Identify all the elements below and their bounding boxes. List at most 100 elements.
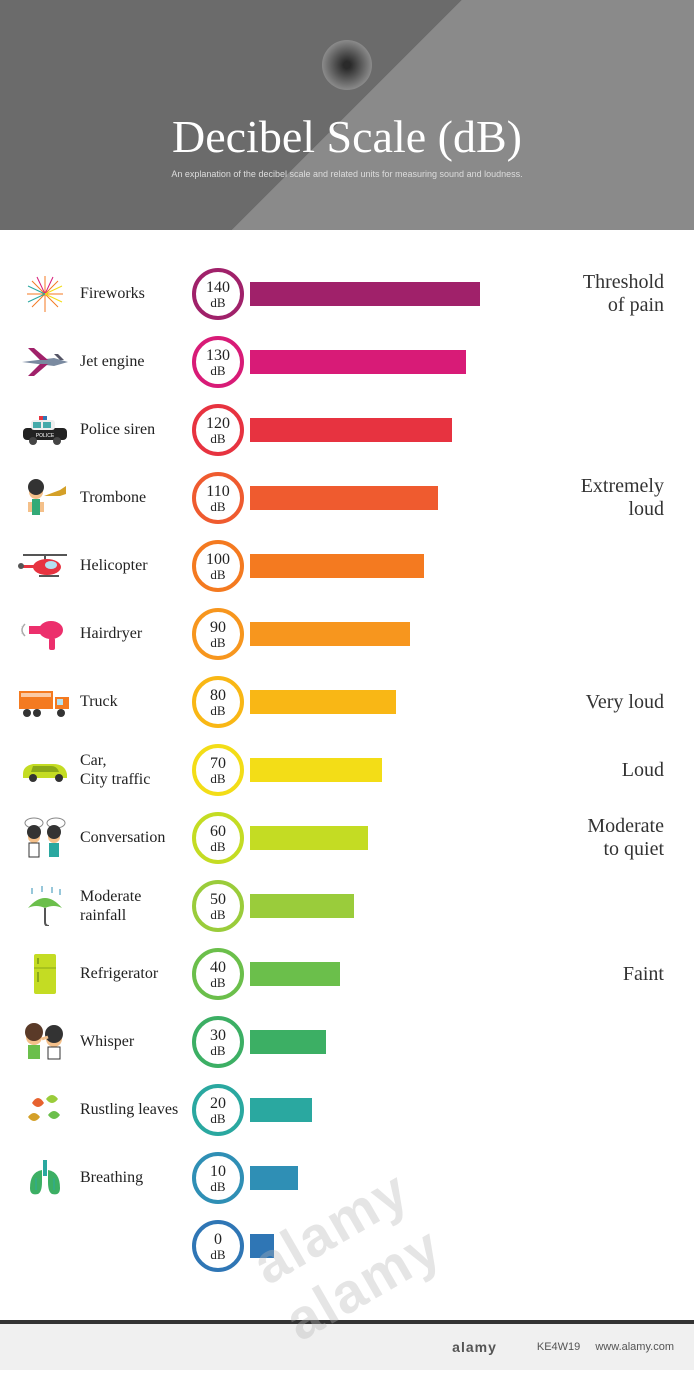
footer-code: KE4W19 [537,1341,580,1353]
truck-icon [10,677,80,727]
car-icon [10,745,80,795]
bar [250,826,368,850]
db-value: 50 [210,892,226,908]
trombone-icon [10,473,80,523]
bar-container: Moderateto quiet [246,804,674,872]
bar-container [246,1076,674,1144]
bar [250,1098,312,1122]
db-circle: 100dB [192,540,244,592]
item-label: Jet engine [80,352,190,371]
db-unit: dB [210,1180,225,1193]
db-value: 0 [214,1232,222,1248]
chart-row: Car,City traffic70dB Loud [10,736,674,804]
db-circle: 60dB [192,812,244,864]
db-value: 20 [210,1096,226,1112]
category-label: Very loud [514,691,664,714]
item-label: Whisper [80,1032,190,1051]
item-label: Refrigerator [80,964,190,983]
db-circle-container: 20dB [190,1084,246,1136]
chart-row: Jet engine130dB [10,328,674,396]
bar-container [246,396,674,464]
item-label: Breathing [80,1168,190,1187]
item-label: Helicopter [80,556,190,575]
db-circle: 110dB [192,472,244,524]
db-value: 70 [210,756,226,772]
db-circle: 90dB [192,608,244,660]
hairdryer-icon [10,609,80,659]
db-value: 60 [210,824,226,840]
db-unit: dB [210,1044,225,1057]
decibel-chart: Fireworks140dBThresholdof pain Jet engin… [0,230,694,1320]
leaves-icon [10,1085,80,1135]
db-circle-container: 60dB [190,812,246,864]
db-value: 130 [206,348,230,364]
whisper-icon [10,1017,80,1067]
category-label: Thresholdof pain [514,271,664,317]
item-label: Police siren [80,420,190,439]
db-value: 10 [210,1164,226,1180]
bar [250,418,452,442]
chart-row: Rustling leaves20dB [10,1076,674,1144]
chart-row: Moderate rainfall50dB [10,872,674,940]
bar [250,486,438,510]
db-unit: dB [210,432,225,445]
bar [250,1166,298,1190]
db-circle: 120dB [192,404,244,456]
db-unit: dB [210,568,225,581]
db-circle: 80dB [192,676,244,728]
db-circle-container: 110dB [190,472,246,524]
header-decor-circle [322,40,372,90]
bar-container: Very loud [246,668,674,736]
db-circle-container: 50dB [190,880,246,932]
bar [250,894,354,918]
db-circle-container: 100dB [190,540,246,592]
chart-row: POLICE Police siren120dB [10,396,674,464]
chart-row: Conversation60dBModerateto quiet [10,804,674,872]
db-unit: dB [210,704,225,717]
bar-container: Extremelyloud [246,464,674,532]
db-value: 30 [210,1028,226,1044]
empty-icon [10,1221,80,1271]
chart-row: Whisper30dB [10,1008,674,1076]
chart-row: Refrigerator40dBFaint [10,940,674,1008]
db-value: 80 [210,688,226,704]
bar-container [246,532,674,600]
lungs-icon [10,1153,80,1203]
bar-container [246,872,674,940]
db-unit: dB [210,500,225,513]
bar [250,690,396,714]
db-value: 40 [210,960,226,976]
db-value: 110 [206,484,229,500]
db-circle-container: 120dB [190,404,246,456]
bar-container [246,1144,674,1212]
item-label: Conversation [80,828,190,847]
conversation-icon [10,813,80,863]
item-label: Car,City traffic [80,751,190,789]
db-circle-container: 140dB [190,268,246,320]
chart-row: Truck80dBVery loud [10,668,674,736]
db-circle: 140dB [192,268,244,320]
fireworks-icon [10,269,80,319]
footer: alamy KE4W19 www.alamy.com [0,1320,694,1370]
bar [250,350,466,374]
item-label: Moderate rainfall [80,887,190,925]
category-label: Loud [514,759,664,782]
bar-container [246,1008,674,1076]
db-circle: 10dB [192,1152,244,1204]
db-unit: dB [210,296,225,309]
page-subtitle: An explanation of the decibel scale and … [0,169,694,179]
item-label: Hairdryer [80,624,190,643]
bar [250,1234,274,1258]
db-circle-container: 30dB [190,1016,246,1068]
category-label: Extremelyloud [514,475,664,521]
db-unit: dB [210,840,225,853]
db-value: 140 [206,280,230,296]
db-circle-container: 0dB [190,1220,246,1272]
db-unit: dB [210,976,225,989]
db-circle: 30dB [192,1016,244,1068]
bar [250,282,480,306]
item-label: Truck [80,692,190,711]
db-circle: 70dB [192,744,244,796]
footer-url: www.alamy.com [595,1341,674,1353]
page-title: Decibel Scale (dB) [0,110,694,163]
